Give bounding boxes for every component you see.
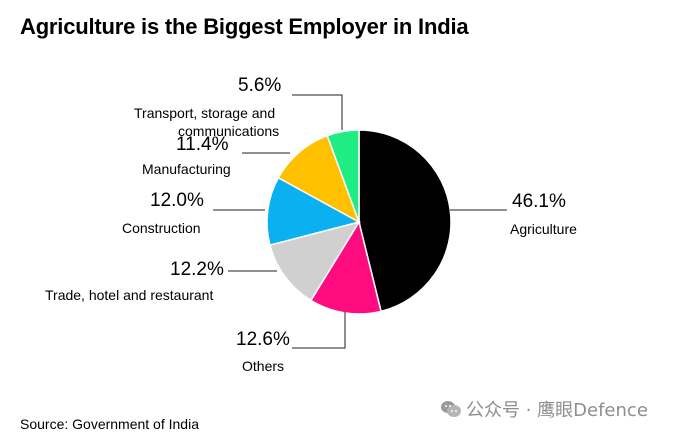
leader-lines [213, 94, 507, 349]
pie-slice-construction [266, 176, 362, 246]
leader-line-others [292, 312, 346, 349]
chart-title: Agriculture is the Biggest Employer in I… [20, 14, 469, 39]
category-label-transport: Transport, storage and communications [134, 105, 279, 139]
value-label-trade: 12.2% [170, 259, 224, 280]
category-label-agriculture: Agriculture [510, 221, 577, 237]
leader-line-transport [292, 94, 343, 130]
watermark: 公众号 · 鹰眼Defence [440, 396, 648, 424]
value-label-agriculture: 46.1% [512, 191, 566, 212]
watermark-text: 公众号 · 鹰眼Defence [466, 400, 648, 421]
pie-slice-trade [269, 220, 361, 302]
source-note: Source: Government of India [20, 416, 199, 432]
category-label-manufacturing: Manufacturing [142, 161, 231, 177]
pie-slices [266, 129, 452, 315]
value-label-others: 12.6% [236, 329, 290, 350]
pie-slice-agriculture [358, 129, 452, 313]
chat-bubble-icon [440, 399, 462, 424]
value-label-transport: 5.6% [238, 75, 281, 96]
value-label-construction: 12.0% [150, 190, 204, 211]
pie-slice-transport [326, 129, 360, 223]
value-label-manufacturing: 11.4% [176, 134, 229, 155]
category-label-trade: Trade, hotel and restaurant [45, 287, 213, 303]
pie-slice-manufacturing [277, 134, 361, 224]
category-label-construction: Construction [122, 220, 201, 236]
category-label-others: Others [242, 358, 284, 374]
